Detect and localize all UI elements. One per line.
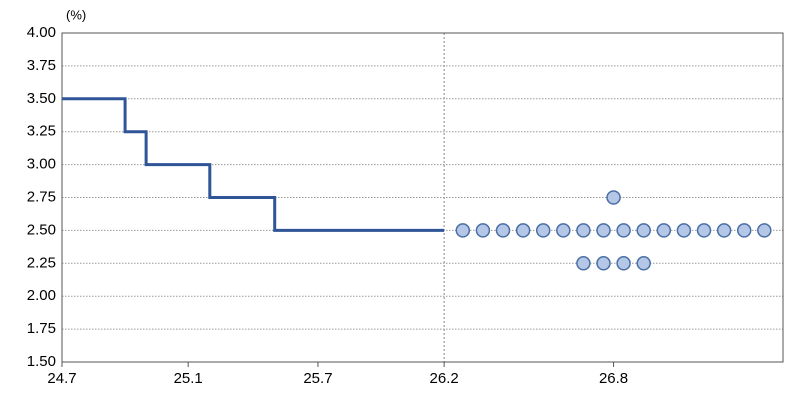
forecast-dot	[757, 223, 772, 238]
x-tick-label: 25.7	[303, 370, 332, 387]
forecast-dot	[656, 223, 672, 238]
forecast-dot	[606, 190, 621, 205]
y-tick-label: 3.25	[27, 123, 56, 140]
forecast-dot	[616, 223, 631, 238]
y-tick-label: 1.75	[27, 320, 56, 337]
plot-frame	[61, 32, 784, 363]
y-tick-label: 2.75	[27, 188, 56, 205]
forecast-dot	[616, 256, 631, 271]
y-tick-label: 2.50	[27, 221, 56, 238]
forecast-dot	[696, 223, 712, 238]
forecast-dot	[596, 223, 611, 238]
y-tick-label: 1.50	[27, 353, 56, 370]
forecast-dot	[716, 223, 732, 238]
forecast-dot	[636, 256, 651, 271]
forecast-dot	[495, 223, 511, 238]
y-tick-label: 2.00	[27, 287, 56, 304]
y-tick-label: 3.50	[27, 90, 56, 107]
x-tick-label: 25.1	[174, 370, 203, 387]
y-tick-label: 3.75	[27, 57, 56, 74]
x-tick-label: 24.7	[47, 370, 76, 387]
forecast-dot	[515, 223, 531, 238]
forecast-dot	[475, 223, 491, 238]
rate-line	[62, 97, 445, 232]
forecast-dot	[636, 223, 651, 238]
forecast-dot	[676, 223, 692, 238]
x-tick-label: 26.2	[430, 370, 459, 387]
forecast-dot	[576, 223, 591, 238]
y-tick-label: 4.00	[27, 24, 56, 41]
forecast-dot	[556, 223, 571, 238]
forecast-dot	[736, 223, 752, 238]
forecast-dot	[576, 256, 591, 271]
y-tick-label: 2.25	[27, 254, 56, 271]
x-tick-label: 26.8	[599, 370, 628, 387]
forecast-dot	[535, 223, 551, 238]
y-tick-label: 3.00	[27, 156, 56, 173]
forecast-dot	[596, 256, 611, 271]
forecast-dot	[455, 223, 471, 238]
unit-label: (%)	[66, 7, 86, 22]
